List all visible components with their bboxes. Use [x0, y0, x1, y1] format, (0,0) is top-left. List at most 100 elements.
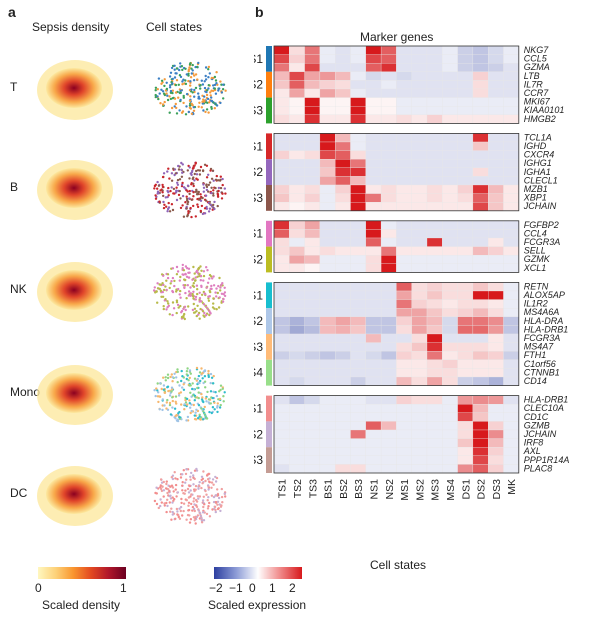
state-color-bar [266, 46, 272, 72]
gene-label: ALOX5AP [523, 290, 565, 300]
heatmap-cell [442, 159, 458, 168]
gene-label: XBP1 [523, 193, 547, 203]
gene-label: FGFBP2 [524, 220, 559, 230]
heatmap-cell [335, 141, 351, 151]
heatmap-cell [457, 45, 474, 55]
heatmap-cell [411, 455, 428, 465]
heatmap-cell [457, 141, 474, 151]
expression-colorbar [214, 567, 302, 579]
heatmap-cell [335, 80, 351, 90]
heatmap-cell [488, 54, 504, 64]
heatmap-cell [319, 71, 336, 81]
heatmap-cell [457, 316, 474, 326]
heatmap-cell [488, 376, 504, 386]
heatmap-cell [396, 184, 412, 194]
heatmap-cell [335, 167, 351, 177]
heatmap-cell [304, 359, 321, 369]
gene-label: PPP1R14A [524, 455, 570, 465]
heatmap-cell [380, 282, 397, 292]
heatmap-cell [442, 263, 458, 273]
heatmap-cell [426, 193, 443, 203]
heatmap-cell [442, 308, 458, 317]
heatmap-cell [426, 325, 443, 335]
heatmap-cell [289, 263, 305, 273]
heatmap-cell [350, 447, 366, 456]
heatmap-cell [365, 368, 382, 378]
heatmap-cell [365, 299, 382, 309]
panel-a-letter: a [8, 4, 16, 20]
gene-label: TCL1A [524, 132, 552, 142]
heatmap-cell [335, 368, 351, 378]
heatmap-cell [472, 282, 489, 292]
heatmap-cell [273, 316, 290, 326]
umap-row-label: T [10, 80, 18, 94]
gene-label: GZMB [524, 420, 550, 430]
heatmap-cell [426, 150, 443, 160]
heatmap-title: Marker genes [360, 30, 434, 44]
heatmap-cell [335, 447, 351, 456]
gene-label: HLA-DRB1 [524, 324, 569, 334]
heatmap-cell [426, 229, 443, 239]
heatmap-cell [442, 80, 458, 90]
heatmap-cell [396, 229, 412, 239]
heatmap-cell [396, 325, 412, 335]
heatmap-cell [472, 133, 489, 143]
density-hotspot [46, 270, 102, 310]
heatmap-cell [426, 316, 443, 326]
heatmap-cell [503, 395, 519, 405]
heatmap-cell [411, 97, 428, 107]
heatmap-cell [457, 308, 474, 317]
heatmap-cell [488, 421, 504, 431]
heatmap-cell [350, 464, 366, 474]
heatmap-cell [457, 368, 474, 378]
heatmap-cell [350, 359, 366, 369]
heatmap-cell [396, 359, 412, 369]
column-label: BS2 [338, 479, 350, 499]
heatmap-cell [426, 308, 443, 317]
heatmap-cell [411, 333, 428, 343]
heatmap-cell [472, 447, 489, 456]
heatmap-cell [442, 246, 458, 256]
gene-label: AXL [523, 446, 541, 456]
heatmap-cell [442, 220, 458, 230]
heatmap-cell [472, 97, 489, 107]
heatmap-cell [304, 316, 321, 326]
heatmap-cell [319, 333, 336, 343]
heatmap-cell [472, 290, 489, 300]
heatmap-cell [472, 316, 489, 326]
heatmap-cell [442, 368, 458, 378]
heatmap-cell [289, 229, 305, 239]
heatmap-cell [380, 63, 397, 72]
heatmap-cell [396, 97, 412, 107]
heatmap-cell [289, 421, 305, 431]
heatmap-cell [442, 54, 458, 64]
heatmap-cell [273, 159, 290, 168]
heatmap-cell [442, 438, 458, 448]
heatmap-cell [289, 106, 305, 115]
heatmap-cell [442, 45, 458, 55]
heatmap-cell [396, 255, 412, 264]
heatmap-cell [472, 63, 489, 72]
heatmap-cell [350, 88, 366, 98]
heatmap-cell [350, 282, 366, 292]
column-label: MS3 [430, 479, 442, 501]
state-color-bar [266, 185, 272, 211]
heatmap-cell [304, 193, 321, 203]
heatmap: NKG7CCL5GZMALTBIL7RCCR7MKI67KIAA0101HMGB… [254, 45, 570, 501]
heatmap-cell [457, 237, 474, 247]
heatmap-cell [350, 421, 366, 431]
heatmap-cell [350, 54, 366, 64]
heatmap-cell [426, 333, 443, 343]
heatmap-cell [488, 229, 504, 239]
gene-label: LTB [524, 71, 540, 81]
heatmap-cell [442, 404, 458, 413]
heatmap-cell [335, 351, 351, 360]
heatmap-cell [457, 359, 474, 369]
heatmap-cell [365, 282, 382, 292]
heatmap-cell [426, 159, 443, 168]
heatmap-cell [319, 447, 336, 456]
heatmap-cell [304, 88, 321, 98]
heatmap-cell [380, 229, 397, 239]
gene-label: FTH1 [524, 350, 547, 360]
heatmap-cell [457, 333, 474, 343]
